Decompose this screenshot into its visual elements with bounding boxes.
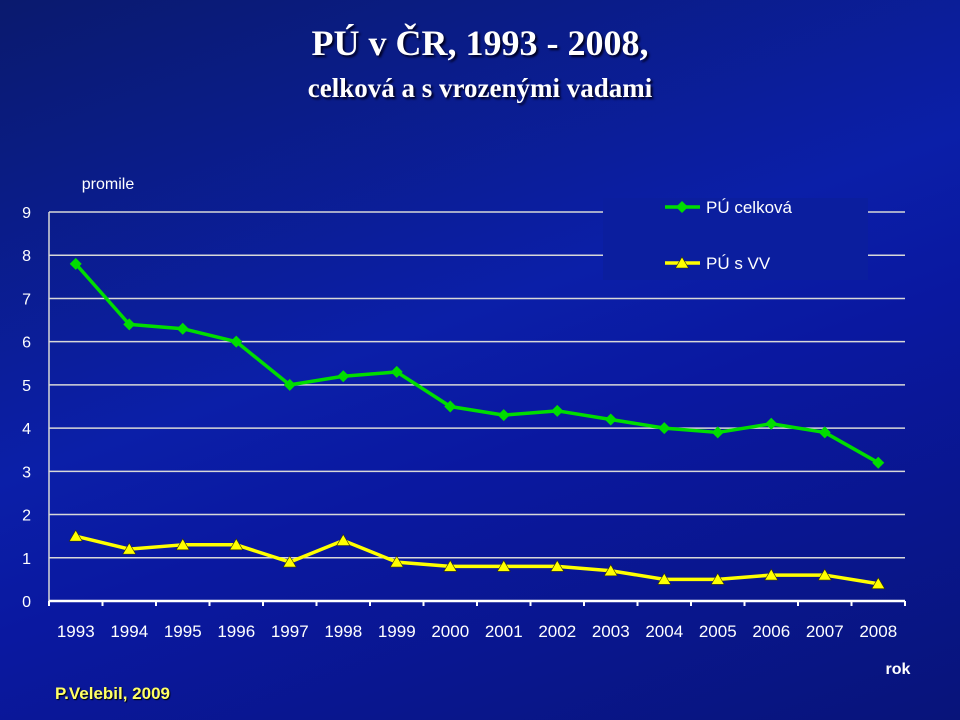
x-tick-label: 1998 [324, 622, 362, 641]
x-tick-label: 2000 [431, 622, 469, 641]
y-tick-label: 9 [22, 205, 31, 222]
data-point [817, 568, 832, 581]
data-point [765, 417, 778, 430]
data-point [872, 456, 885, 469]
chart-title: PÚ v ČR, 1993 - 2008, [311, 23, 649, 63]
x-axis-title: rok [886, 661, 911, 678]
data-point [658, 422, 671, 435]
y-tick-label: 7 [22, 291, 31, 308]
data-point [68, 529, 83, 542]
x-tick-label: 1999 [378, 622, 416, 641]
y-tick-label: 4 [22, 421, 31, 438]
data-point [444, 400, 457, 413]
data-point [711, 426, 724, 439]
x-tick-label: 1994 [110, 622, 148, 641]
data-point [497, 409, 510, 422]
data-point [871, 577, 886, 590]
data-point [550, 559, 565, 572]
x-tick-label: 2001 [485, 622, 523, 641]
legend-swatch-marker [676, 201, 688, 213]
y-tick-label: 6 [22, 335, 31, 352]
x-tick-label: 2005 [699, 622, 737, 641]
y-axis-title: promile [82, 176, 135, 193]
data-point [283, 378, 296, 391]
data-point [657, 572, 672, 585]
data-point [551, 404, 564, 417]
legend-label: PÚ celková [706, 198, 793, 217]
x-tick-label: 1997 [271, 622, 309, 641]
data-point [175, 538, 190, 551]
data-point [389, 555, 404, 568]
data-point [69, 257, 82, 270]
chart-subtitle: celková a s vrozenými vadami [307, 73, 653, 103]
series-line-1 [74, 262, 880, 465]
x-tick-label: 1995 [164, 622, 202, 641]
x-tick-label: 2008 [859, 622, 897, 641]
data-point [390, 365, 403, 378]
data-point [604, 413, 617, 426]
x-tick-label: 2004 [645, 622, 683, 641]
data-point [818, 426, 831, 439]
x-tick-label: 1996 [217, 622, 255, 641]
x-tick-label: 2007 [806, 622, 844, 641]
data-point [443, 559, 458, 572]
x-tick-label: 2002 [538, 622, 576, 641]
x-tick-label: 2006 [752, 622, 790, 641]
legend-label: PÚ s VV [706, 254, 771, 273]
y-tick-label: 0 [22, 594, 31, 611]
data-point [230, 335, 243, 348]
data-point [764, 568, 779, 581]
author-credit: P.Velebil, 2009 [55, 684, 170, 703]
y-tick-label: 8 [22, 248, 31, 265]
data-point [176, 322, 189, 335]
y-tick-label: 3 [22, 464, 31, 481]
data-point [282, 555, 297, 568]
x-tick-label: 1993 [57, 622, 95, 641]
x-tick-label: 2003 [592, 622, 630, 641]
data-point [336, 533, 351, 546]
y-tick-label: 2 [22, 508, 31, 525]
legend-swatch-marker [674, 256, 690, 269]
data-point [337, 370, 350, 383]
data-point [710, 572, 725, 585]
data-point [229, 538, 244, 551]
y-tick-label: 5 [22, 378, 31, 395]
data-point [496, 559, 511, 572]
y-tick-label: 1 [22, 551, 31, 568]
data-point [603, 564, 618, 577]
legend-box [603, 198, 868, 280]
data-point [123, 318, 136, 331]
data-point [122, 542, 137, 555]
series-line-2 [75, 534, 879, 586]
